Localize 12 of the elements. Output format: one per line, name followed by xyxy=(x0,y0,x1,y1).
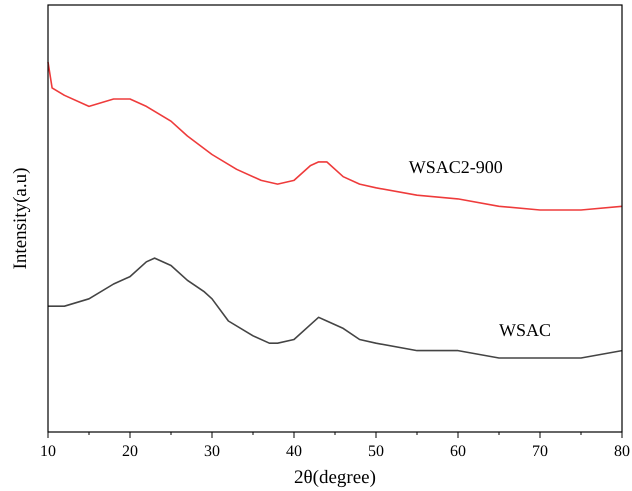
x-tick-label: 10 xyxy=(40,443,56,460)
x-tick-label: 50 xyxy=(368,443,384,460)
x-tick-label: 40 xyxy=(286,443,302,460)
y-axis-title: Intensity(a.u) xyxy=(10,168,31,270)
x-axis-title: 2θ(degree) xyxy=(294,467,376,488)
x-tick-label: 30 xyxy=(204,443,220,460)
x-tick-label: 20 xyxy=(122,443,138,460)
x-tick-label: 60 xyxy=(450,443,466,460)
series-label: WSAC2-900 xyxy=(408,157,503,178)
x-tick-label: 70 xyxy=(532,443,548,460)
x-tick-label: 80 xyxy=(614,443,630,460)
series-label: WSAC xyxy=(499,320,552,340)
